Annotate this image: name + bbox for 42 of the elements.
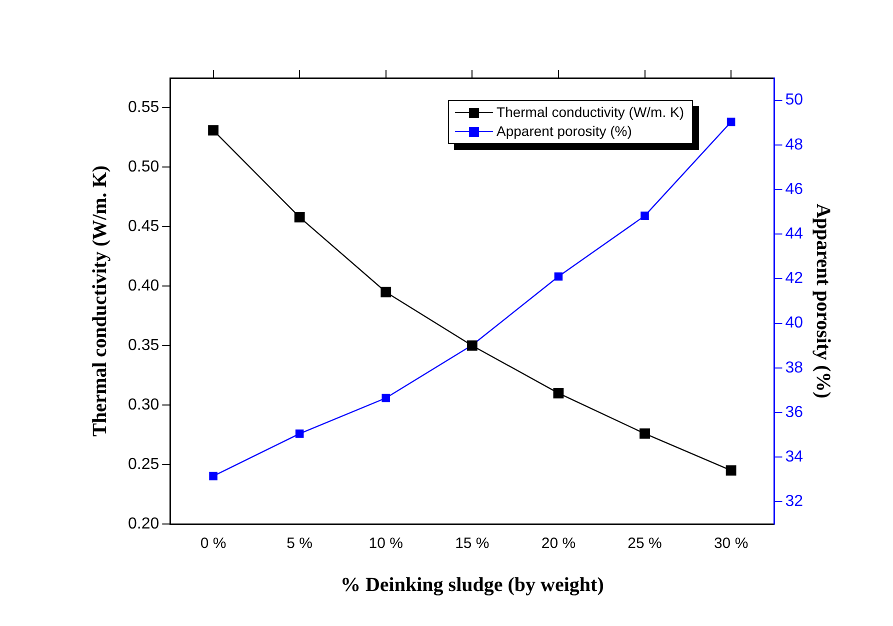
y-tick-label: 0.25 [128,456,160,473]
y-tick-label: 0.20 [128,515,160,532]
point [554,272,563,281]
y-tick-label: 0.45 [128,218,160,236]
point [553,388,564,398]
point [380,286,392,298]
point [209,472,218,480]
y2-tick-label: 42 [785,270,804,288]
y2-tick-label: 48 [785,136,804,154]
y-tick-label: 0.55 [128,99,160,116]
y2-tick-label: 34 [785,448,804,466]
point [640,212,649,220]
legend-label: Apparent porosity (%) [496,122,632,141]
y-tick-label: 0.35 [128,337,160,354]
y2-tick-label: 36 [785,404,804,421]
y2-tick-label: 50 [785,92,804,109]
point [208,125,218,136]
x-tick-label: 10 % [368,535,403,552]
y-tick-label: 0.30 [128,396,160,414]
x-tick-label: 25 % [628,535,662,552]
point [640,428,650,439]
y-tick-label: 0.40 [128,278,160,295]
y2-tick-label: 44 [785,226,804,243]
y2-tick-label: 40 [785,314,804,332]
x-tick-label: 0 % [200,535,226,552]
y2-tick-label: 32 [785,493,804,510]
x-tick-label: 15 % [455,535,490,552]
y-tick-label: 0.50 [128,158,160,176]
y2-tick-label: 46 [785,180,804,198]
point [295,430,304,438]
y-axis-title: Thermal conductivity (W/m. K) [89,165,112,437]
y2-axis-title: Apparent porosity (%) [812,204,834,398]
point [726,465,736,476]
point [382,394,390,402]
x-tick-label: 30 % [714,535,748,552]
point [294,212,305,222]
x-axis-title: % Deinking sludge (by weight) [340,574,604,596]
y2-tick-label: 38 [785,359,804,376]
x-tick-label: 20 % [541,535,576,552]
legend-label: Thermal conductivity (W/m. K) [496,103,684,122]
point [726,118,736,126]
x-tick-label: 5 % [286,535,313,552]
